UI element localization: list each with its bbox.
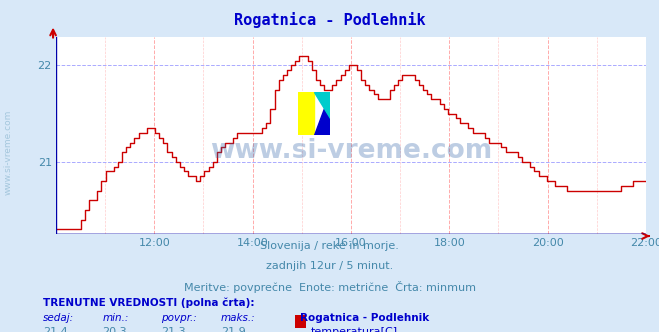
Text: sedaj:: sedaj:: [43, 313, 74, 323]
Text: 21,9: 21,9: [221, 327, 246, 332]
Text: 21,4: 21,4: [43, 327, 68, 332]
Text: min.:: min.:: [102, 313, 129, 323]
Text: 21,3: 21,3: [161, 327, 186, 332]
Text: Rogatnica - Podlehnik: Rogatnica - Podlehnik: [300, 313, 429, 323]
Text: www.si-vreme.com: www.si-vreme.com: [210, 138, 492, 164]
Text: Rogatnica - Podlehnik: Rogatnica - Podlehnik: [234, 12, 425, 28]
Text: 20,3: 20,3: [102, 327, 127, 332]
Text: TRENUTNE VREDNOSTI (polna črta):: TRENUTNE VREDNOSTI (polna črta):: [43, 297, 254, 308]
Text: povpr.:: povpr.:: [161, 313, 197, 323]
Text: Slovenija / reke in morje.: Slovenija / reke in morje.: [260, 241, 399, 251]
Text: Meritve: povprečne  Enote: metrične  Črta: minmum: Meritve: povprečne Enote: metrične Črta:…: [183, 281, 476, 292]
Text: www.si-vreme.com: www.si-vreme.com: [3, 110, 13, 196]
Text: zadnjih 12ur / 5 minut.: zadnjih 12ur / 5 minut.: [266, 261, 393, 271]
Text: maks.:: maks.:: [221, 313, 256, 323]
Text: temperatura[C]: temperatura[C]: [311, 327, 398, 332]
